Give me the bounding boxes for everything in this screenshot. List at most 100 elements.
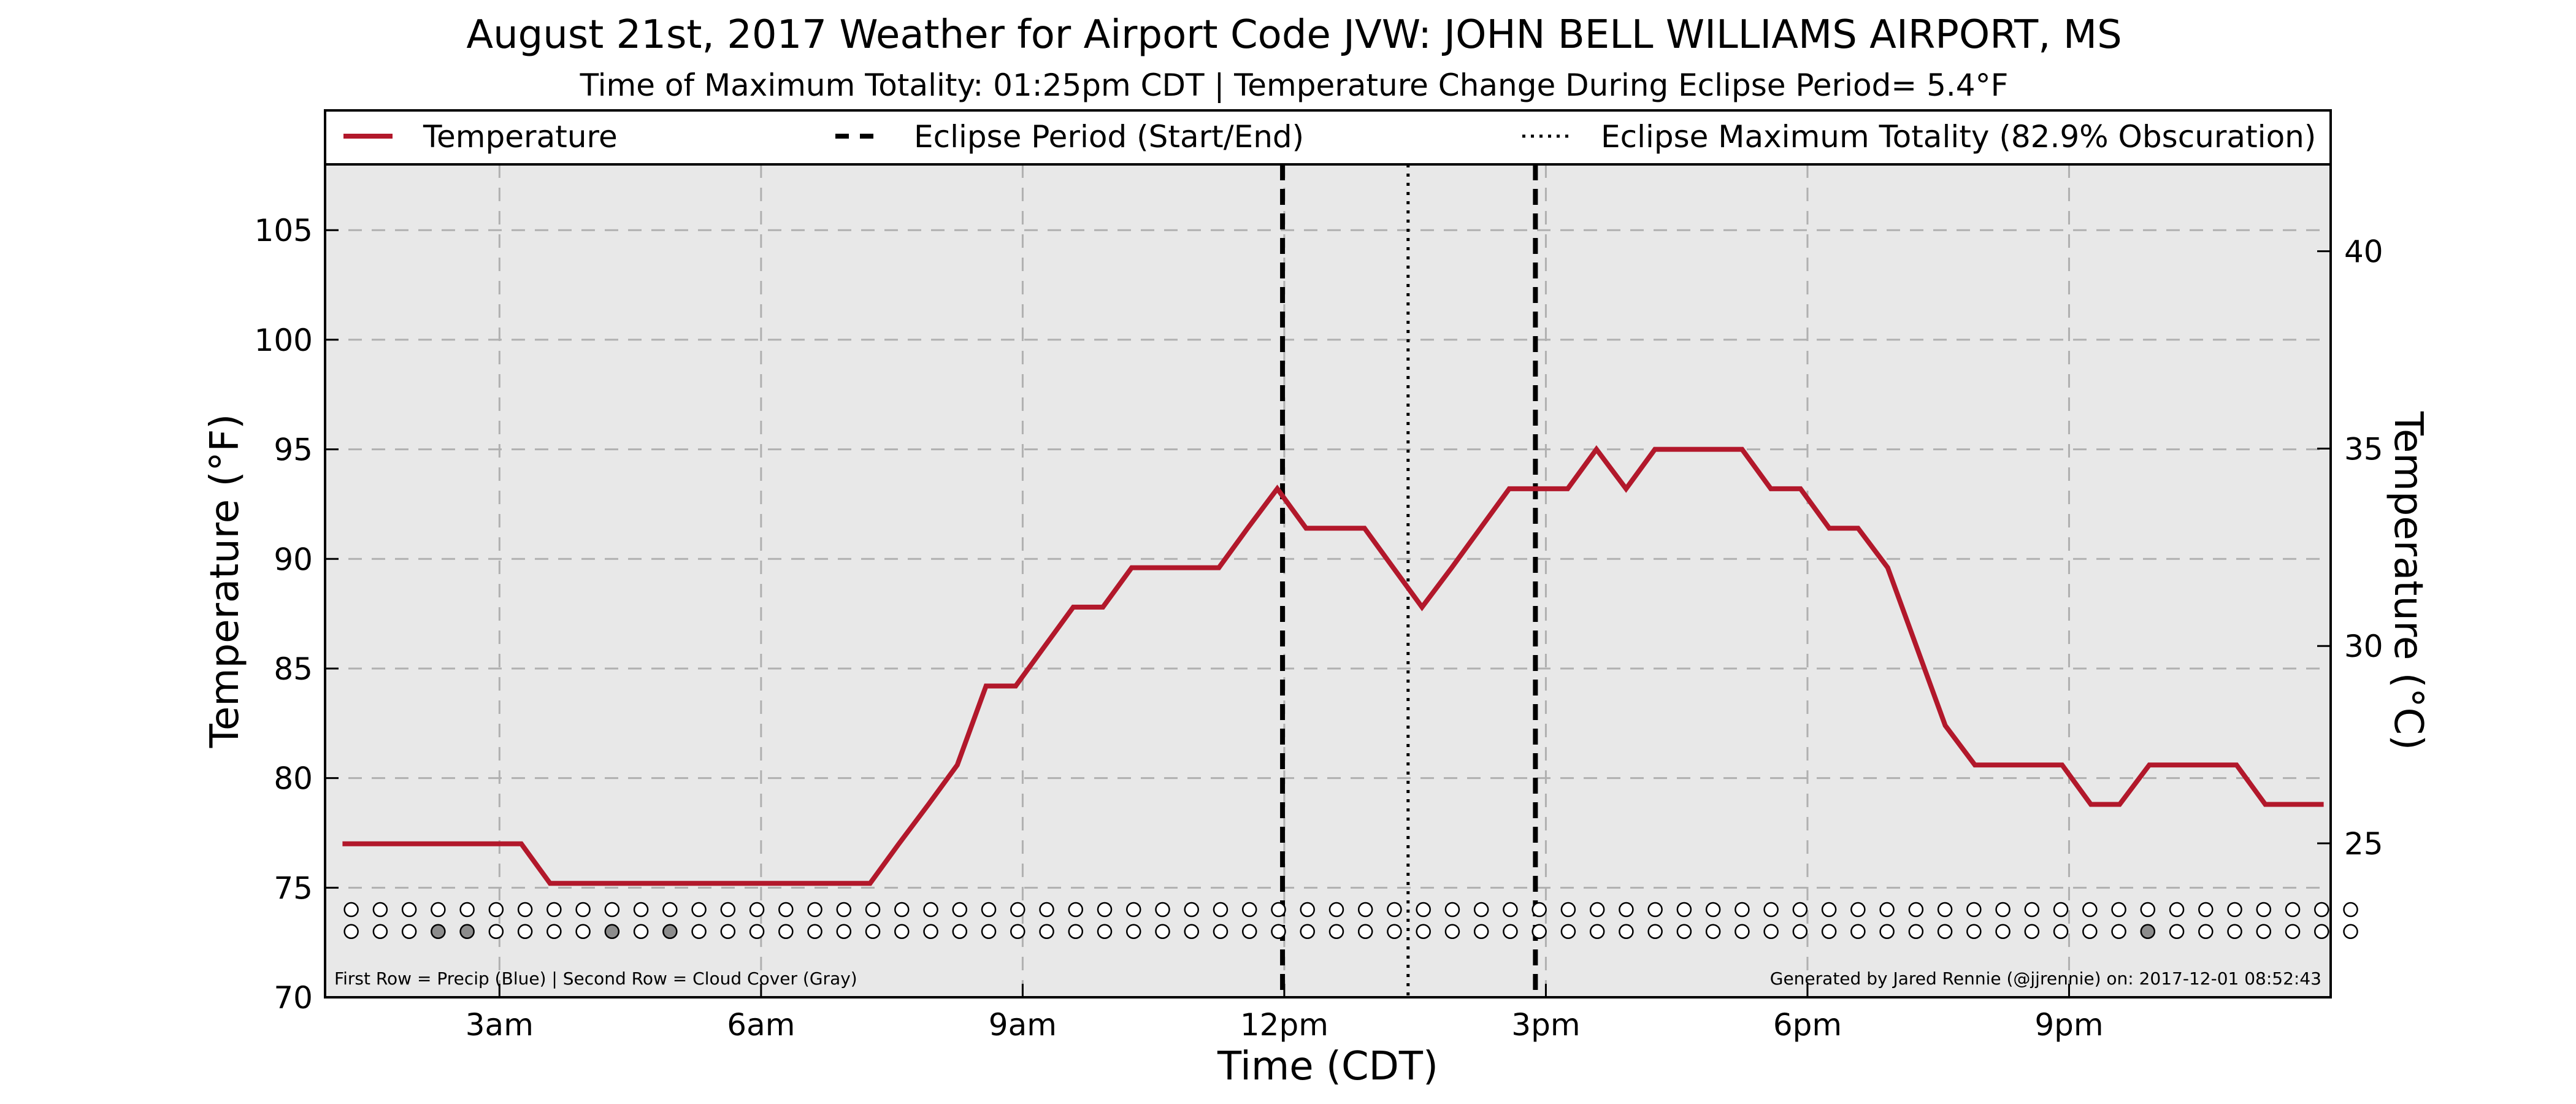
cloud-cover-marker — [2024, 924, 2040, 940]
y-tick-label: 95 — [274, 432, 313, 468]
precip-marker — [1213, 902, 1229, 918]
precip-marker — [2111, 902, 2126, 918]
precip-marker — [1328, 902, 1344, 918]
precip-marker — [662, 902, 678, 918]
precip-marker — [343, 902, 359, 918]
cloud-cover-marker — [1619, 924, 1634, 940]
footnote-left: First Row = Precip (Blue) | Second Row =… — [334, 968, 857, 989]
precip-marker — [546, 902, 562, 918]
y-tick-label: 80 — [274, 761, 313, 797]
y-tick-label: 85 — [274, 651, 313, 687]
cloud-cover-marker — [1735, 924, 1750, 940]
y-tick-label: 70 — [274, 980, 313, 1016]
precip-marker — [1241, 902, 1257, 918]
cloud-cover-marker — [431, 924, 446, 940]
precip-marker — [1416, 902, 1431, 918]
cloud-cover-marker — [1937, 924, 1953, 940]
precip-marker — [2256, 902, 2272, 918]
x-tick-label: 9pm — [2034, 1007, 2103, 1043]
precip-marker — [1995, 902, 2011, 918]
cloud-cover-marker — [2169, 924, 2185, 940]
precip-marker — [604, 902, 620, 918]
cloud-cover-marker — [1184, 924, 1199, 940]
cloud-cover-marker — [2053, 924, 2069, 940]
precip-marker — [836, 902, 852, 918]
cloud-cover-marker — [2285, 924, 2301, 940]
cloud-cover-marker — [1647, 924, 1663, 940]
legend-temperature-label: Temperature — [423, 119, 618, 155]
legend-box — [324, 109, 2332, 166]
precip-marker — [633, 902, 649, 918]
y-axis-label-left: Temperature (°F) — [202, 414, 248, 749]
precip-marker — [2314, 902, 2329, 918]
cloud-cover-marker — [343, 924, 359, 940]
axis-ticks: 70 75 80 85 90 95 100 105 25 30 35 40 3am 6am 9am 12pm 3… — [255, 213, 2383, 1043]
footnote-right: Generated by Jared Rennie (@jjrennie) on… — [1770, 968, 2321, 989]
precip-marker — [1589, 902, 1605, 918]
cloud-cover-marker — [604, 924, 620, 940]
y-tick-label: 90 — [274, 542, 313, 577]
precip-marker — [807, 902, 822, 918]
x-axis-label: Time (CDT) — [1217, 1044, 1438, 1089]
cloud-cover-marker — [1531, 924, 1547, 940]
cloud-cover-marker — [1879, 924, 1895, 940]
cloud-cover-marker — [1387, 924, 1402, 940]
precip-marker — [2082, 902, 2098, 918]
precip-marker — [1619, 902, 1634, 918]
x-tick-label: 6pm — [1773, 1007, 1842, 1043]
cloud-cover-marker — [1097, 924, 1113, 940]
precip-marker — [865, 902, 881, 918]
cloud-cover-marker — [691, 924, 707, 940]
precip-marker — [1531, 902, 1547, 918]
cloud-cover-marker — [836, 924, 852, 940]
precip-marker — [1068, 902, 1084, 918]
precip-marker — [1155, 902, 1170, 918]
cloud-cover-marker — [1966, 924, 1982, 940]
cloud-cover-marker — [662, 924, 678, 940]
precip-marker — [1271, 902, 1286, 918]
cloud-cover-marker — [923, 924, 938, 940]
y-tick-label: 100 — [255, 323, 313, 358]
precip-marker — [1792, 902, 1808, 918]
cloud-cover-marker — [372, 924, 388, 940]
cloud-cover-marker — [1676, 924, 1692, 940]
cloud-cover-marker — [1792, 924, 1808, 940]
precip-marker — [1387, 902, 1402, 918]
temperature-line — [342, 445, 2324, 886]
x-tick-label: 3pm — [1511, 1007, 1580, 1043]
precip-marker — [1735, 902, 1750, 918]
cloud-cover-marker — [1503, 924, 1518, 940]
cloud-cover-marker — [401, 924, 417, 940]
precip-marker — [1647, 902, 1663, 918]
precip-marker — [459, 902, 475, 918]
precip-marker — [401, 902, 417, 918]
grid-lines — [325, 164, 2331, 997]
cloud-cover-marker — [546, 924, 562, 940]
precip-marker — [1705, 902, 1721, 918]
precip-marker — [1097, 902, 1113, 918]
precip-marker — [1763, 902, 1779, 918]
cloud-cover-marker — [865, 924, 881, 940]
cloud-cover-marker — [1560, 924, 1576, 940]
precip-marker — [1850, 902, 1866, 918]
cloud-cover-marker — [2111, 924, 2126, 940]
x-tick-label: 6am — [727, 1007, 795, 1043]
plot-area — [325, 164, 2331, 997]
precip-marker — [952, 902, 968, 918]
precip-marker — [720, 902, 736, 918]
precip-marker — [1821, 902, 1837, 918]
precip-marker — [2024, 902, 2040, 918]
cloud-cover-marker — [778, 924, 794, 940]
cloud-cover-marker — [1821, 924, 1837, 940]
precip-marker — [778, 902, 794, 918]
plot-frame — [324, 163, 2332, 999]
precip-cloud-markers — [343, 902, 2358, 940]
cloud-cover-marker — [2256, 924, 2272, 940]
precip-marker — [2053, 902, 2069, 918]
cloud-cover-marker — [1241, 924, 1257, 940]
precip-marker — [1908, 902, 1924, 918]
cloud-cover-marker — [2343, 924, 2358, 940]
chart-title: August 21st, 2017 Weather for Airport Co… — [466, 12, 2122, 58]
cloud-cover-marker — [1271, 924, 1286, 940]
precip-marker — [1184, 902, 1199, 918]
